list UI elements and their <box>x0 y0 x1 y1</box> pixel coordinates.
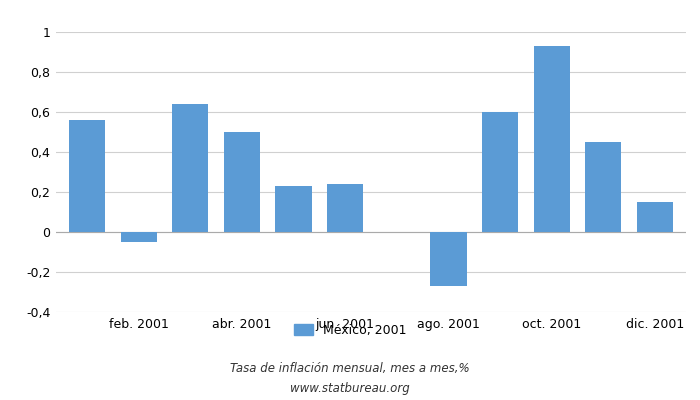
Bar <box>533 46 570 232</box>
Bar <box>482 112 518 232</box>
Legend: México, 2001: México, 2001 <box>289 319 411 342</box>
Bar <box>120 232 157 242</box>
Bar <box>637 202 673 232</box>
Bar <box>585 142 622 232</box>
Bar <box>327 184 363 232</box>
Bar <box>69 120 105 232</box>
Bar <box>276 186 312 232</box>
Text: Tasa de inflación mensual, mes a mes,%: Tasa de inflación mensual, mes a mes,% <box>230 362 470 375</box>
Bar <box>224 132 260 232</box>
Bar <box>430 232 466 286</box>
Text: www.statbureau.org: www.statbureau.org <box>290 382 410 395</box>
Bar <box>172 104 209 232</box>
